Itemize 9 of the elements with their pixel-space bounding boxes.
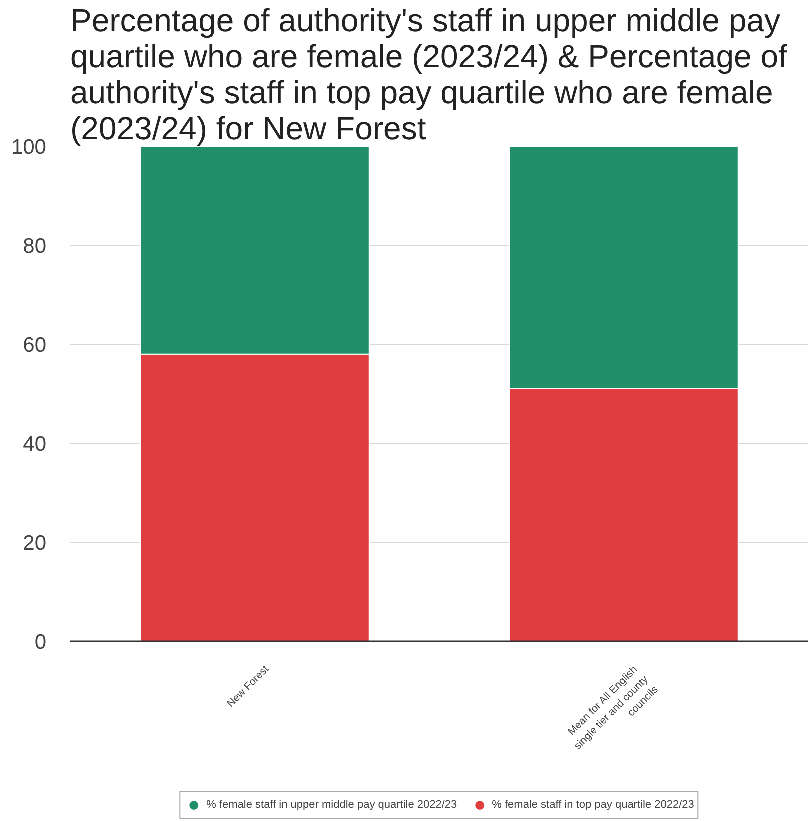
- y-tick-label: 60: [23, 334, 46, 357]
- y-tick-label: 100: [11, 136, 47, 159]
- chart-title: Percentage of authority's staff in upper middle pay quartile who are female (2023/24) & Percentage of authority's staff in top pay quartile who are female (2023/24) for New Forest: [70, 2, 788, 146]
- y-tick-label: 40: [23, 433, 46, 456]
- y-tick-label: 80: [23, 235, 46, 258]
- y-tick-label: 20: [23, 532, 46, 555]
- y-tick-label: 0: [34, 631, 47, 654]
- legend-label: % female staff in upper middle pay quartile 2022/23: [206, 799, 458, 811]
- legend-label: % female staff in top pay quartile 2022/23: [492, 799, 694, 811]
